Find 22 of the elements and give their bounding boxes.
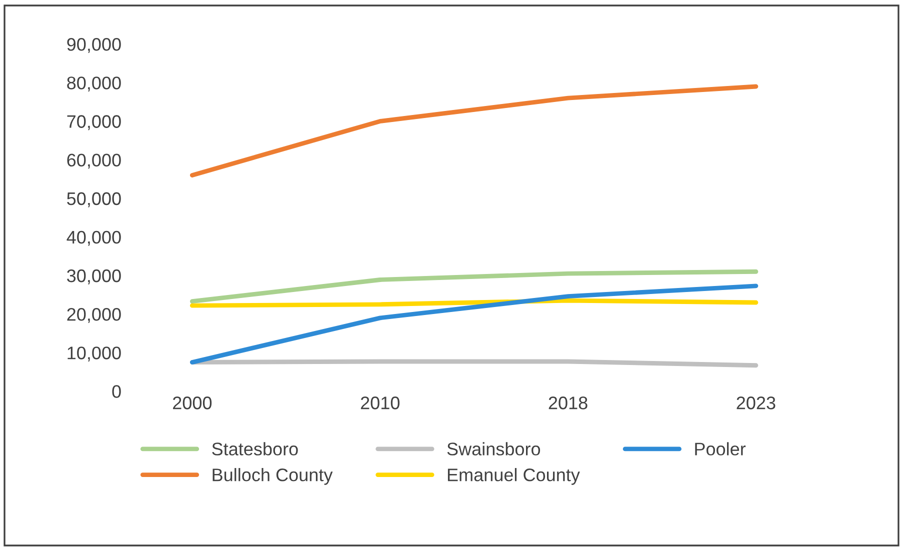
line-series	[190, 84, 758, 178]
y-tick-label: 70,000	[67, 115, 121, 130]
y-tick-label: 10,000	[68, 346, 121, 362]
y-tick-label: 20,000	[67, 308, 121, 323]
line-series	[190, 269, 758, 304]
x-tick-label: 2018	[548, 396, 588, 410]
legend-label: Emanuel County	[448, 468, 580, 485]
legend-label: Statesboro	[212, 442, 298, 456]
legend-label: Bulloch County	[212, 468, 333, 485]
y-tick-label: 80,000	[67, 76, 121, 92]
legend-label: Pooler	[695, 442, 746, 456]
y-tick-label: 0	[112, 385, 121, 398]
y-tick-label: 50,000	[67, 192, 121, 208]
line-series	[190, 284, 758, 365]
legend-label: Swainsboro	[447, 442, 540, 456]
y-tick-label: 40,000	[66, 230, 121, 246]
x-tick-label: 2010	[360, 396, 400, 410]
y-tick-label: 30,000	[67, 269, 121, 284]
x-tick-label: 2023	[736, 396, 776, 410]
y-tick-label: 60,000	[67, 154, 121, 169]
y-tick-label: 90,000	[67, 38, 121, 53]
x-tick-label: 2000	[173, 396, 212, 410]
